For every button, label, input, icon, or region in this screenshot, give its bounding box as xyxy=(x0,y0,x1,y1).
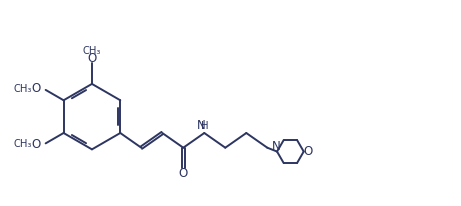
Text: CH₃: CH₃ xyxy=(83,46,101,56)
Text: O: O xyxy=(87,52,96,65)
Text: O: O xyxy=(31,138,40,151)
Text: N: N xyxy=(197,119,206,132)
Text: CH₃: CH₃ xyxy=(14,139,32,150)
Text: N: N xyxy=(272,140,280,153)
Text: O: O xyxy=(303,145,313,158)
Text: O: O xyxy=(179,167,188,180)
Text: O: O xyxy=(31,82,40,95)
Text: CH₃: CH₃ xyxy=(14,84,32,94)
Text: H: H xyxy=(201,121,208,131)
